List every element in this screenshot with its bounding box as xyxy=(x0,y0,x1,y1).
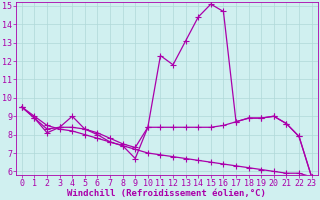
X-axis label: Windchill (Refroidissement éolien,°C): Windchill (Refroidissement éolien,°C) xyxy=(67,189,266,198)
